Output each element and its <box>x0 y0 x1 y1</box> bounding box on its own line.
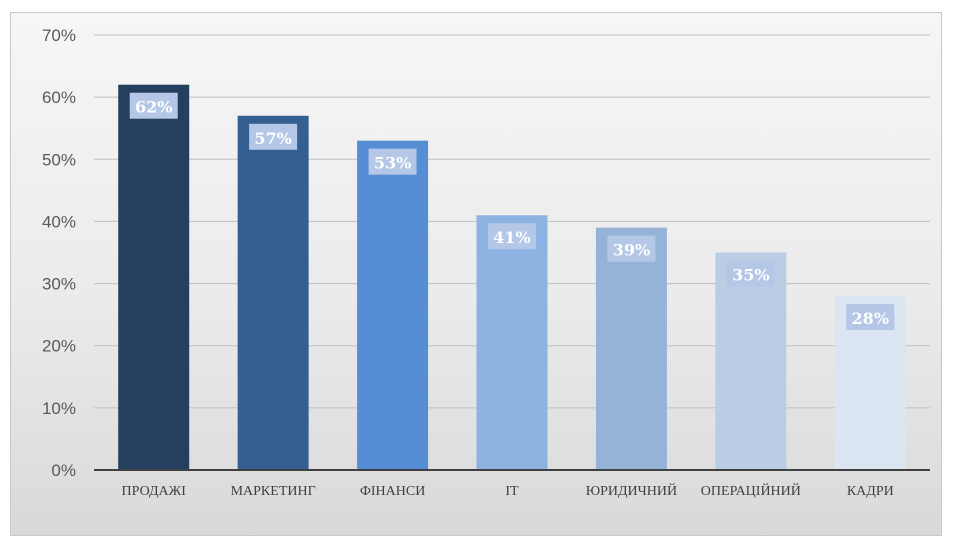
x-category-label: ФІНАНСИ <box>360 484 426 499</box>
data-label: 35% <box>732 266 769 285</box>
data-label: 28% <box>852 309 889 328</box>
bar <box>715 252 787 470</box>
x-category-label: IT <box>505 484 519 499</box>
x-category-label: КАДРИ <box>847 484 894 499</box>
bar <box>476 215 548 470</box>
data-label: 53% <box>374 154 411 173</box>
bar <box>237 115 309 471</box>
bar <box>595 227 667 470</box>
data-label: 57% <box>254 129 291 148</box>
x-category-label: ОПЕРАЦІЙНИЙ <box>701 482 801 499</box>
data-label: 62% <box>135 98 172 117</box>
data-label: 39% <box>613 241 650 260</box>
data-label-box <box>129 92 178 119</box>
x-category-label: МАРКЕТИНГ <box>231 484 316 499</box>
y-tick-label: 20% <box>42 337 76 356</box>
data-label-box <box>726 260 775 287</box>
y-tick-label: 60% <box>42 88 76 107</box>
y-tick-label: 50% <box>42 150 76 169</box>
bar <box>357 140 429 470</box>
y-tick-label: 40% <box>42 212 76 231</box>
data-label-box <box>846 304 895 330</box>
y-tick-label: 10% <box>42 399 76 418</box>
data-label-box <box>607 235 656 262</box>
y-tick-label: 70% <box>42 26 76 45</box>
y-tick-label: 30% <box>42 275 76 294</box>
x-category-label: ПРОДАЖІ <box>122 484 187 499</box>
y-tick-label: 0% <box>51 461 76 480</box>
x-category-label: ЮРИДИЧНИЙ <box>586 482 677 499</box>
data-label-box <box>488 223 536 250</box>
bar <box>118 84 190 470</box>
data-label-box <box>368 148 417 175</box>
data-label: 41% <box>493 228 530 247</box>
data-label-box <box>249 123 298 150</box>
